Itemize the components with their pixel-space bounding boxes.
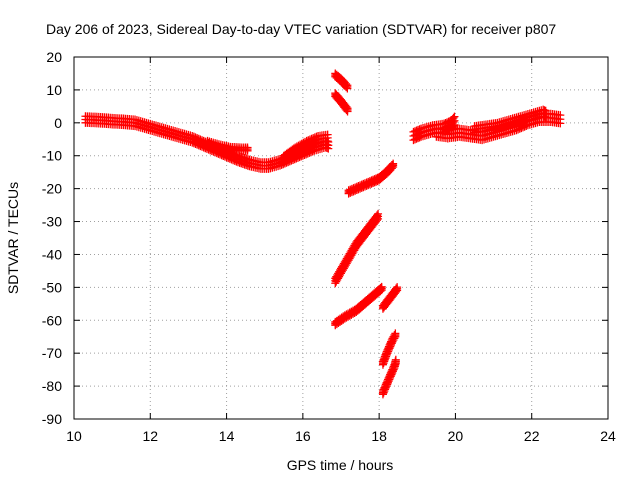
- x-tick-label: 20: [448, 428, 464, 444]
- y-tick-label: -40: [42, 246, 62, 262]
- series-seg-i: [378, 283, 402, 313]
- y-tick-label: -80: [42, 378, 62, 394]
- y-tick-label: -10: [42, 148, 62, 164]
- series-seg-k: [378, 355, 400, 399]
- data-point: [391, 329, 400, 338]
- data-point: [393, 283, 402, 292]
- x-tick-label: 18: [371, 428, 387, 444]
- chart-title: Day 206 of 2023, Sidereal Day-to-day VTE…: [46, 21, 556, 37]
- data-point: [372, 211, 381, 220]
- y-tick-label: -60: [42, 312, 62, 328]
- data-point: [391, 355, 400, 364]
- x-tick-label: 12: [142, 428, 158, 444]
- series-seg-f: [344, 159, 398, 198]
- series-seg-g: [331, 209, 383, 288]
- ticks: 10 12 14 16 18 20 22 24 -90 -80 -70 -60 -50 -40 -30 -20…: [42, 49, 616, 444]
- series-seg-n: [470, 105, 550, 137]
- x-tick-label: 24: [600, 428, 616, 444]
- data-point: [323, 130, 332, 139]
- x-tick-label: 16: [295, 428, 311, 444]
- y-tick-label: 10: [46, 82, 62, 98]
- y-tick-label: -50: [42, 279, 62, 295]
- data-series: [81, 69, 565, 399]
- data-point: [243, 143, 252, 152]
- data-point: [389, 159, 398, 168]
- y-tick-label: 20: [46, 49, 62, 65]
- series-seg-c: [279, 130, 332, 167]
- data-point: [556, 111, 565, 120]
- y-tick-label: -20: [42, 181, 62, 197]
- series-seg-b: [203, 136, 252, 155]
- data-point: [374, 209, 383, 218]
- y-axis-label: SDTVAR / TECUs: [5, 182, 21, 294]
- y-tick-label: -90: [42, 411, 62, 427]
- series-seg-h: [331, 282, 386, 330]
- data-point: [377, 282, 386, 291]
- data-point: [343, 104, 352, 113]
- y-tick-label: -30: [42, 214, 62, 230]
- y-tick-label: -70: [42, 345, 62, 361]
- data-point: [343, 81, 352, 90]
- y-tick-label: 0: [54, 115, 62, 131]
- x-tick-label: 14: [219, 428, 235, 444]
- x-tick-label: 10: [66, 428, 82, 444]
- plot-frame: [73, 56, 609, 420]
- series-seg-j: [378, 329, 400, 369]
- series-seg-d: [331, 69, 352, 93]
- series-seg-e: [331, 89, 352, 116]
- data-point: [541, 106, 550, 115]
- x-axis-label: GPS time / hours: [287, 457, 394, 473]
- data-point: [450, 112, 459, 121]
- x-tick-label: 22: [524, 428, 540, 444]
